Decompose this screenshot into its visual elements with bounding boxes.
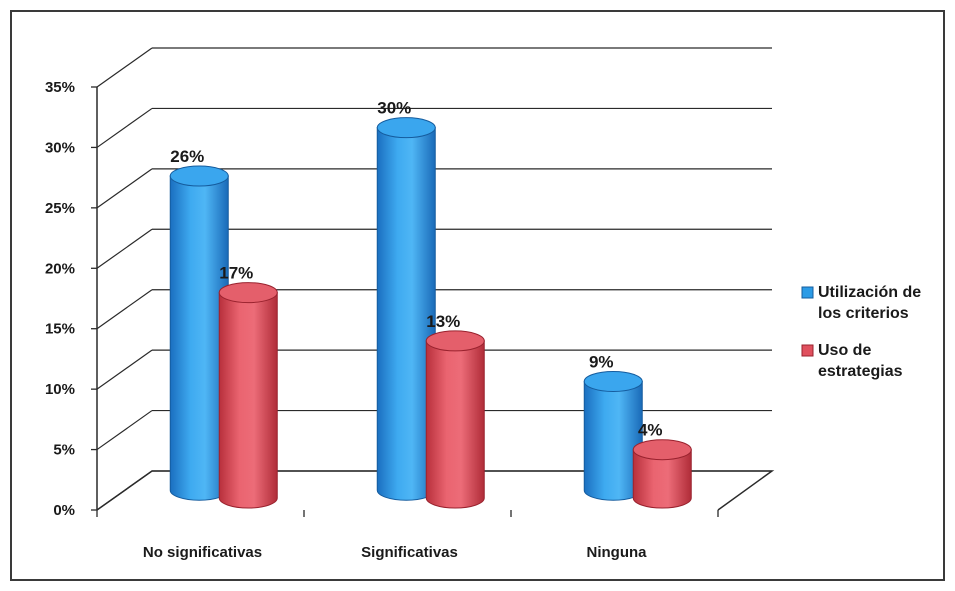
legend-item-1: Uso de estrategias [801,342,903,380]
y-tick-label: 5% [53,442,75,459]
bar-utilizacion-1 [376,117,436,501]
bar-top [583,370,643,392]
gridline-side [96,47,153,88]
y-tick-label: 30% [45,139,75,156]
x-tick-label: Ninguna [587,544,648,561]
y-tick-label: 10% [45,381,75,398]
gridline-side [96,410,153,451]
bar-top [376,117,436,139]
data-label: 30% [377,99,411,118]
bar-uso-1 [425,330,485,509]
bar-top [425,330,485,352]
gridline-side [96,228,153,269]
legend-item-0: Utilización de los criterios [801,284,921,322]
bar-body [632,449,692,509]
legend-label: los criterios [818,305,909,322]
x-tick-label: Significativas [361,544,458,561]
legend-label: Utilización de [818,284,921,301]
bar-top [169,165,229,187]
gridline-side [96,349,153,390]
bar-uso-2 [632,439,692,509]
legend-swatch [801,344,814,357]
data-label: 26% [170,147,204,166]
legend-label: estrategias [818,363,903,380]
data-label: 17% [219,264,253,283]
bar-top [632,439,692,461]
bar-body [218,292,278,509]
legend-swatch [801,286,814,299]
y-tick-label: 0% [53,502,75,519]
bar-utilizacion-0 [169,165,229,501]
y-tick-label: 35% [45,79,75,96]
y-tick-label: 20% [45,260,75,277]
data-label: 9% [589,352,614,371]
gridline-side [96,168,153,209]
y-tick-label: 15% [45,321,75,338]
bar-top [218,282,278,304]
data-label: 13% [426,312,460,331]
x-tick-label: No significativas [143,544,262,561]
gridline-side [96,107,153,148]
y-tick-label: 25% [45,200,75,217]
gridline-side [96,289,153,330]
bar-body [425,340,485,509]
legend-label: Uso de [818,342,871,359]
bar-uso-0 [218,282,278,509]
data-label: 4% [638,421,663,440]
